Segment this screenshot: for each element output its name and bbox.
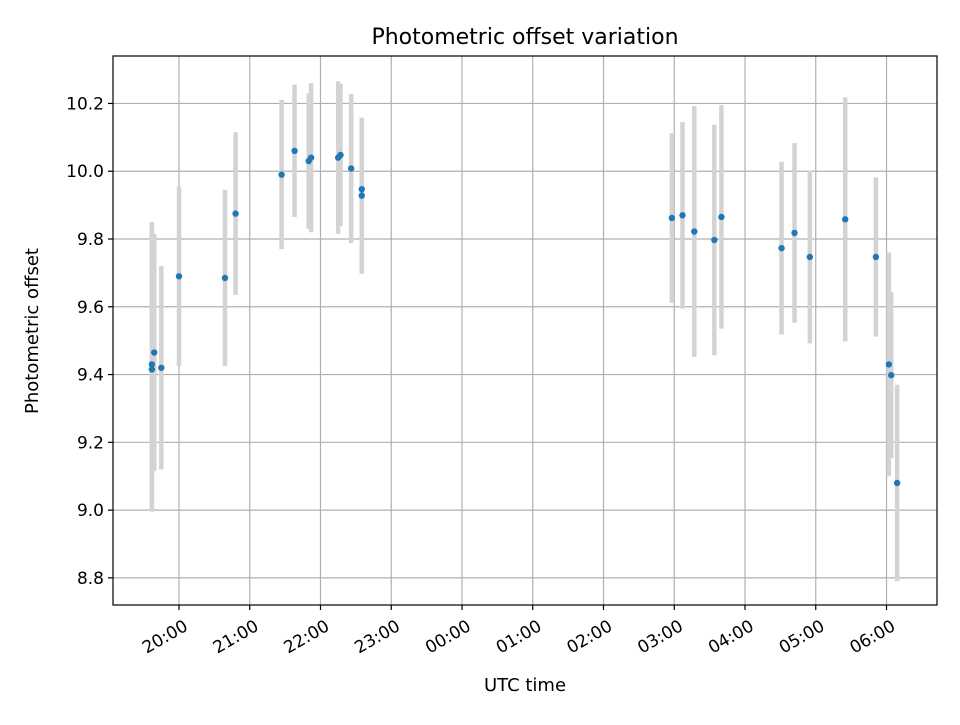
data-point: [148, 361, 156, 368]
data-point: [358, 192, 365, 199]
data-point: [711, 236, 718, 244]
data-point: [893, 479, 901, 487]
grid-lines: [113, 56, 937, 605]
data-point: [885, 361, 893, 368]
data-point: [337, 151, 344, 159]
data-point: [888, 372, 895, 379]
data-point: [291, 147, 298, 155]
data-point: [691, 228, 698, 235]
y-tick-label: 10.2: [66, 94, 104, 114]
chart-title: Photometric offset variation: [371, 25, 678, 50]
y-tick-label: 9.8: [77, 230, 104, 250]
x-axis-label: UTC time: [484, 675, 566, 696]
data-point: [778, 244, 785, 252]
data-point: [232, 210, 239, 217]
data-point: [221, 274, 229, 282]
data-point: [148, 366, 156, 373]
data-point: [307, 154, 315, 161]
y-tick-label: 9.4: [77, 366, 104, 386]
data-point: [347, 165, 355, 172]
y-axis-label: Photometric offset: [22, 248, 43, 414]
y-tick-label: 9.2: [77, 433, 104, 453]
data-point: [872, 253, 880, 261]
data-point: [718, 213, 725, 221]
data-point: [278, 171, 285, 178]
y-tick-label: 9.6: [77, 298, 104, 318]
data-points: [148, 147, 901, 487]
data-point: [806, 253, 814, 261]
data-point: [842, 216, 849, 223]
y-tick-label: 9.0: [77, 501, 104, 521]
data-point: [668, 214, 676, 222]
plot-area-frame: [112, 55, 938, 606]
data-point: [358, 185, 365, 193]
data-point: [175, 273, 183, 280]
y-tick-label: 8.8: [77, 569, 104, 589]
y-tick-label: 10.0: [66, 162, 104, 182]
data-point: [791, 229, 798, 237]
data-point: [679, 212, 686, 219]
data-point: [158, 364, 165, 371]
data-point: [151, 349, 158, 356]
y-axis-ticks: 8.8 9.0 9.2 9.4 9.6 9.8 10.0 10.2: [66, 94, 113, 589]
